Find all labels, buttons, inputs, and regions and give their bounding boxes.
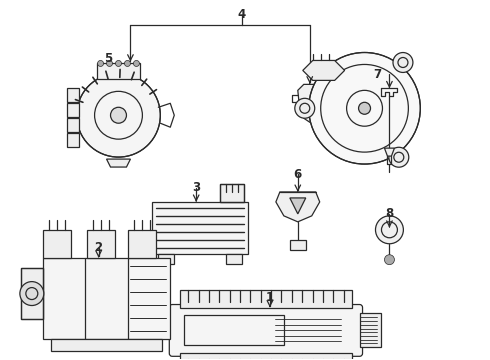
Bar (67, 133, 78, 147)
Circle shape (309, 53, 420, 164)
Bar (152, 202, 248, 254)
FancyBboxPatch shape (169, 305, 363, 356)
Circle shape (393, 53, 413, 72)
Bar (158, 254, 174, 264)
Circle shape (111, 107, 126, 123)
Polygon shape (276, 192, 319, 222)
Bar (51, 339, 162, 351)
Text: 7: 7 (373, 68, 382, 81)
Text: 5: 5 (104, 52, 113, 65)
Bar (67, 88, 78, 102)
Circle shape (20, 282, 44, 306)
Circle shape (106, 60, 113, 67)
Polygon shape (106, 159, 130, 167)
Circle shape (133, 60, 140, 67)
Circle shape (295, 98, 315, 118)
Bar (220, 184, 244, 202)
Bar (184, 315, 284, 345)
Text: 3: 3 (192, 181, 200, 194)
Bar (21, 268, 43, 319)
Polygon shape (385, 148, 394, 156)
Bar (128, 230, 156, 258)
Circle shape (375, 216, 403, 244)
Bar (180, 353, 352, 360)
Bar (226, 254, 242, 264)
Circle shape (124, 60, 130, 67)
Bar (220, 184, 244, 202)
Text: 8: 8 (385, 207, 393, 220)
Bar (67, 103, 78, 117)
Circle shape (359, 102, 370, 114)
Text: 1: 1 (266, 291, 274, 304)
Bar (87, 230, 115, 258)
Circle shape (98, 60, 103, 67)
Polygon shape (290, 198, 306, 214)
Polygon shape (303, 60, 344, 80)
Bar (360, 314, 382, 347)
Bar (67, 118, 78, 132)
Bar (290, 240, 306, 250)
Circle shape (76, 73, 160, 157)
Bar (180, 289, 352, 307)
Text: 2: 2 (95, 241, 102, 254)
Text: 4: 4 (238, 8, 246, 21)
Text: 6: 6 (294, 167, 302, 180)
Circle shape (389, 147, 409, 167)
Circle shape (116, 60, 122, 67)
Bar (21, 268, 43, 319)
Bar (43, 258, 171, 339)
Bar (43, 230, 71, 258)
Polygon shape (298, 84, 322, 122)
Circle shape (385, 255, 394, 265)
Bar (97, 63, 141, 80)
